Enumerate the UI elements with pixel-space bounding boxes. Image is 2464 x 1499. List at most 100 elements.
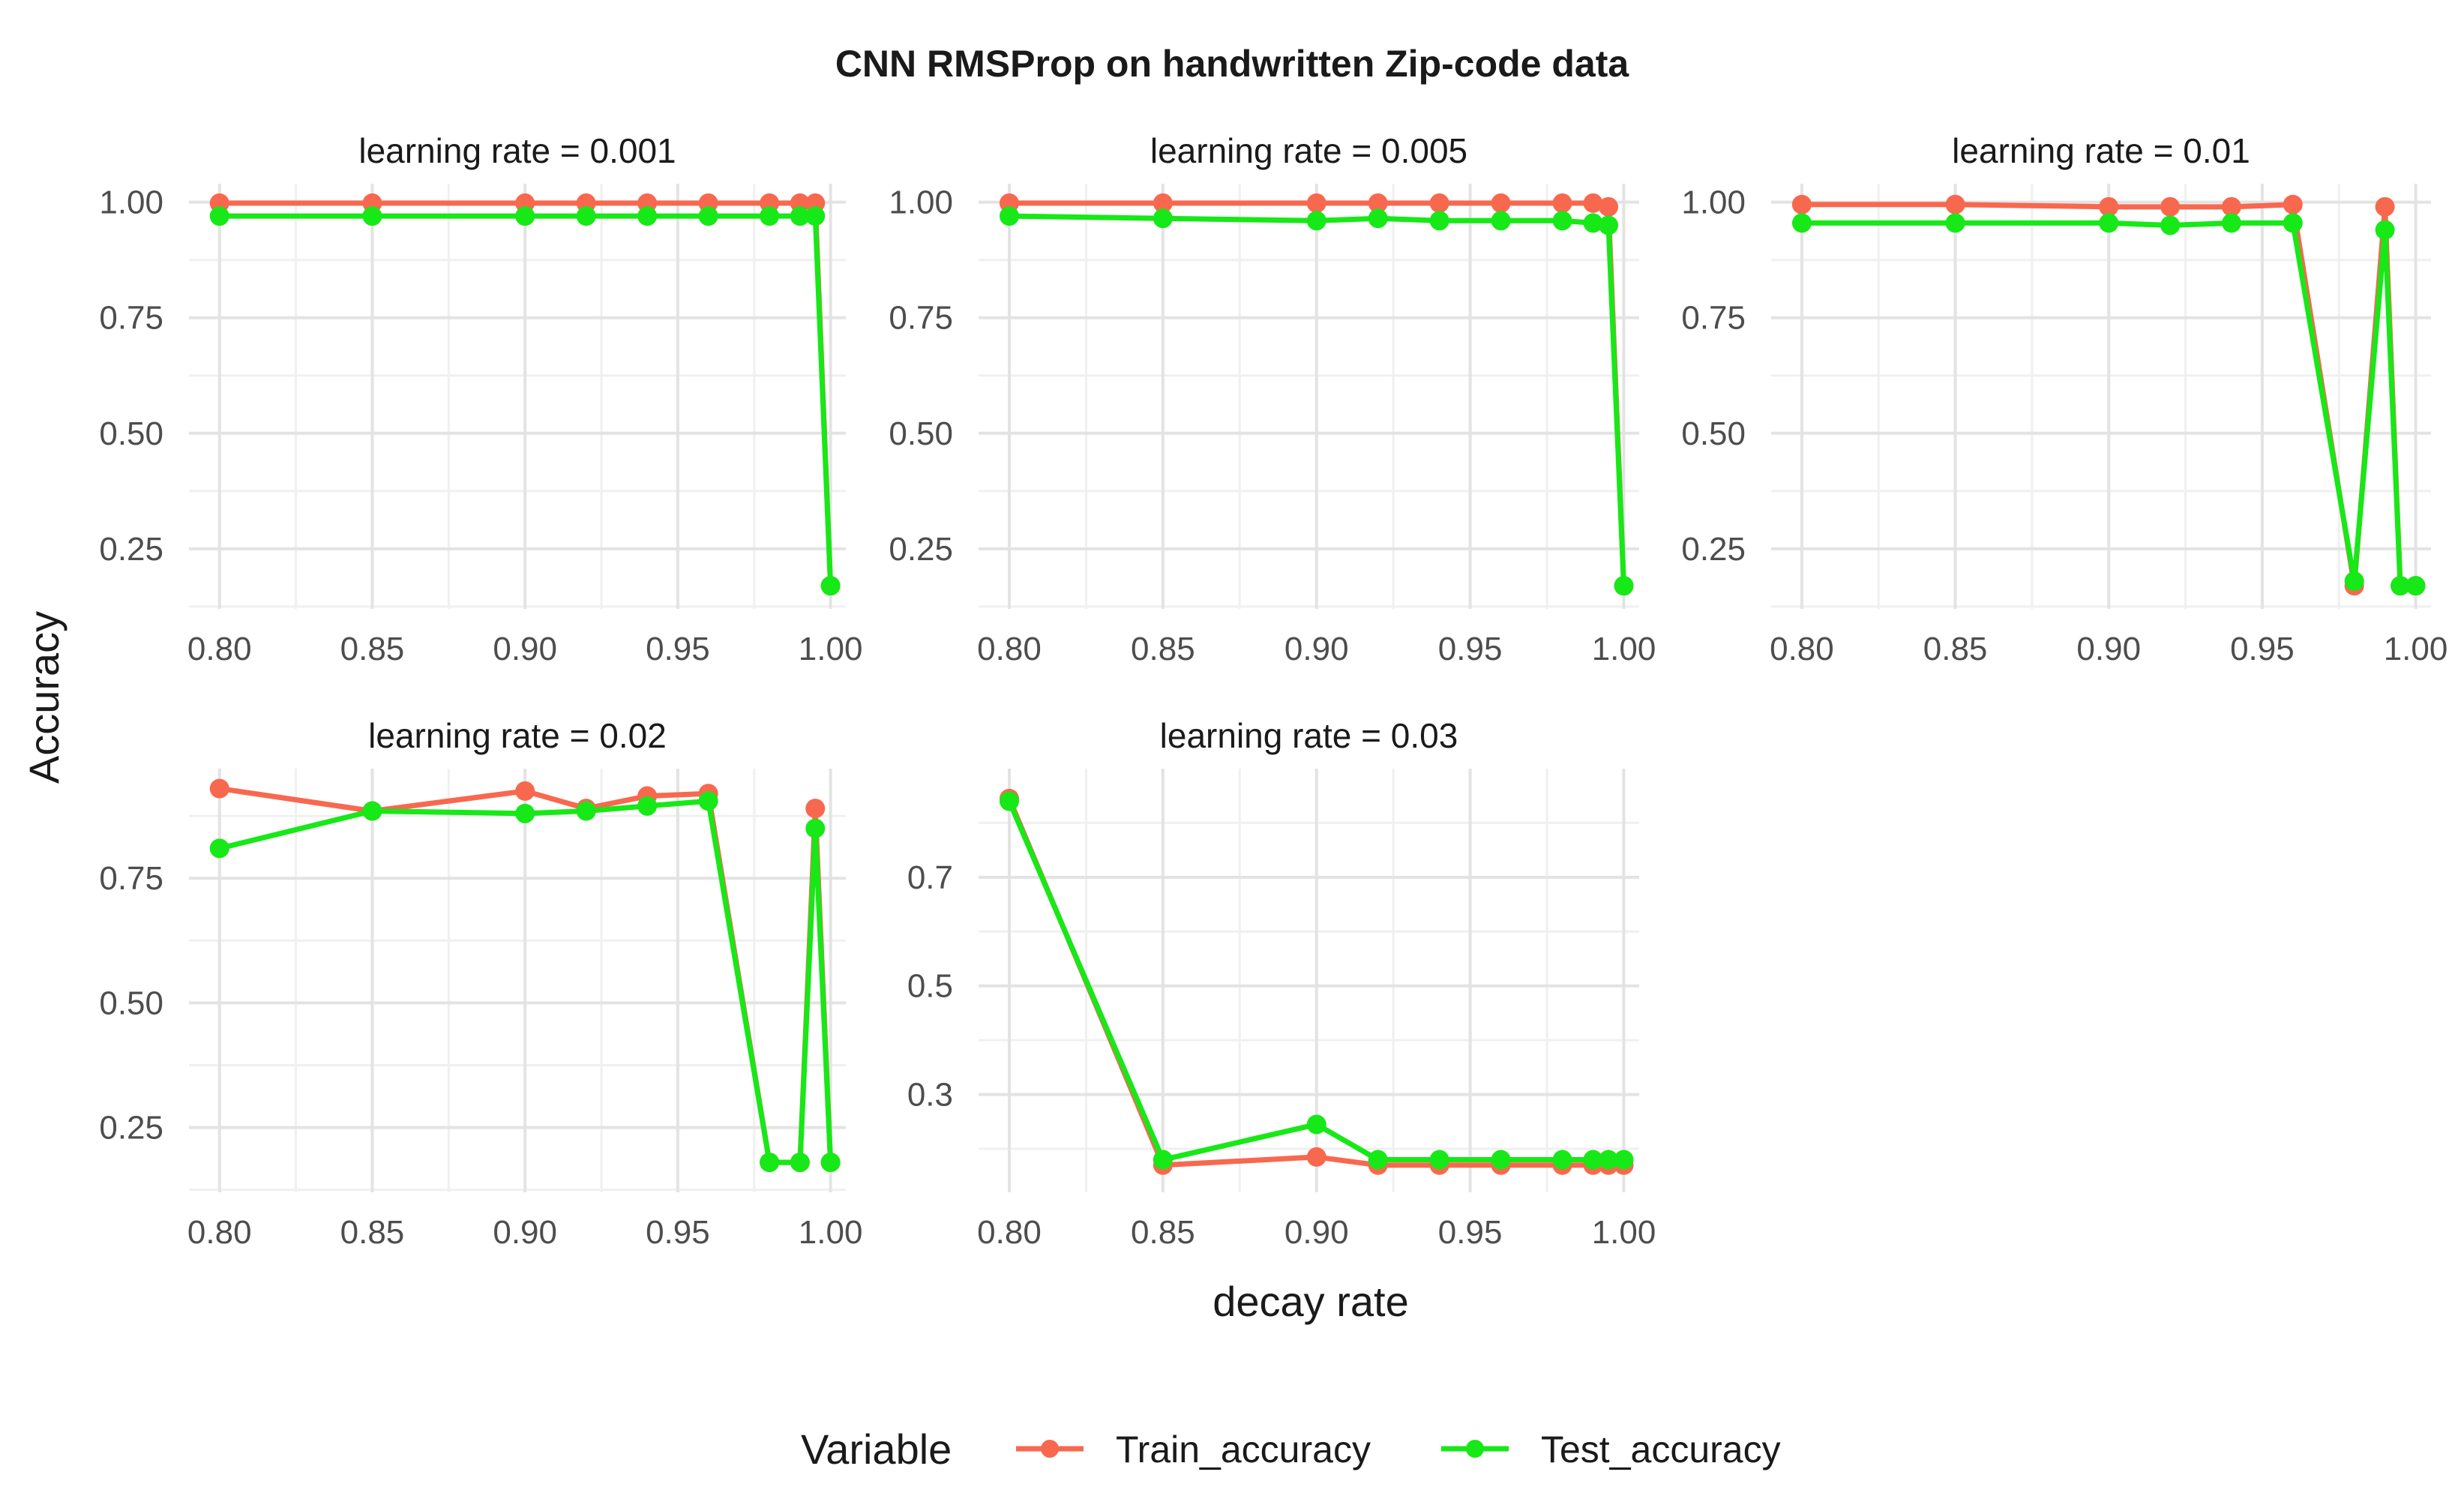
- x-tick-label: 1.00: [1592, 631, 1656, 667]
- x-tick-label: 1.00: [799, 631, 863, 667]
- legend-test-marker: [1466, 1440, 1484, 1458]
- x-tick-label: 0.80: [977, 1214, 1042, 1251]
- data-point: [1429, 193, 1449, 213]
- y-tick-label: 0.50: [889, 415, 953, 452]
- data-point: [999, 791, 1019, 811]
- data-point: [1368, 208, 1388, 229]
- data-point: [760, 206, 780, 226]
- data-point: [2160, 196, 2181, 217]
- x-axis-title: decay rate: [1213, 1278, 1409, 1325]
- data-point: [1491, 193, 1511, 213]
- chart-title: CNN RMSProp on handwritten Zip-code data: [835, 43, 1630, 85]
- x-tick-label: 1.00: [1592, 1214, 1656, 1251]
- data-point: [698, 791, 718, 811]
- x-tick-label: 0.95: [646, 1214, 710, 1251]
- x-tick-label: 1.00: [2384, 631, 2448, 667]
- data-point: [805, 799, 826, 819]
- data-point: [2221, 213, 2241, 233]
- data-point: [1429, 1150, 1449, 1170]
- y-tick-label: 0.25: [99, 1110, 163, 1147]
- data-point: [1945, 194, 1965, 214]
- data-point: [820, 576, 841, 596]
- x-tick-label: 0.80: [187, 631, 252, 667]
- y-tick-label: 1.00: [889, 184, 953, 221]
- x-tick-label: 0.85: [1923, 631, 1988, 667]
- x-tick-label: 0.90: [1284, 1214, 1349, 1251]
- y-tick-label: 0.75: [889, 300, 953, 337]
- facet-panel: 0.80 0.85 0.90 0.95 1.00 0.25 0.50 0.75 learning…: [99, 716, 862, 1251]
- data-point: [790, 1153, 810, 1173]
- series-line: [1799, 220, 2419, 589]
- data-point: [1153, 193, 1173, 213]
- data-point: [515, 803, 535, 823]
- data-point: [1945, 213, 1965, 233]
- data-point: [1599, 196, 1619, 217]
- y-tick-label: 1.00: [99, 184, 163, 221]
- data-point: [637, 206, 658, 226]
- legend-test-label: Test_accuracy: [1541, 1429, 1781, 1471]
- x-tick-label: 0.95: [1438, 1214, 1503, 1251]
- y-axis-title: Accuracy: [20, 611, 67, 784]
- data-point: [1599, 1150, 1619, 1170]
- data-point: [515, 206, 535, 226]
- facet-panel: 0.80 0.85 0.90 0.95 1.00 0.25 0.50 0.75 1.00 lear…: [99, 131, 862, 667]
- data-point: [2406, 576, 2426, 596]
- x-tick-label: 0.85: [340, 631, 405, 667]
- data-point: [1614, 576, 1634, 596]
- facet-panel: 0.80 0.85 0.90 0.95 1.00 0.3 0.5 0.7 learning ra…: [907, 716, 1656, 1251]
- data-point: [2099, 213, 2119, 233]
- data-point: [820, 1153, 841, 1173]
- data-point: [1491, 211, 1511, 231]
- facet-panel: 0.80 0.85 0.90 0.95 1.00 0.25 0.50 0.75 1.00 lear…: [1681, 131, 2448, 667]
- y-tick-label: 0.50: [99, 415, 163, 452]
- data-point: [1583, 213, 1603, 233]
- data-point: [1791, 213, 1812, 233]
- data-point: [362, 801, 382, 821]
- y-tick-label: 0.50: [99, 985, 163, 1021]
- x-tick-label: 0.80: [1770, 631, 1834, 667]
- data-point: [2283, 213, 2303, 233]
- x-tick-label: 0.90: [1284, 631, 1349, 667]
- y-tick-label: 0.5: [907, 968, 953, 1005]
- x-tick-label: 0.95: [1438, 631, 1503, 667]
- data-point: [999, 206, 1019, 226]
- data-point: [1306, 1114, 1326, 1135]
- data-point: [805, 206, 826, 226]
- data-point: [1552, 211, 1572, 231]
- data-point: [1429, 211, 1449, 231]
- x-tick-label: 0.80: [187, 1214, 252, 1251]
- data-point: [2099, 196, 2119, 217]
- legend-train-label: Train_accuracy: [1116, 1429, 1371, 1471]
- data-point: [1583, 193, 1603, 213]
- data-point: [1583, 1150, 1603, 1170]
- x-tick-label: 0.80: [977, 631, 1042, 667]
- data-point: [2391, 576, 2411, 596]
- data-point: [209, 206, 229, 226]
- x-tick-label: 0.90: [2076, 631, 2141, 667]
- data-point: [1614, 1150, 1634, 1170]
- y-tick-label: 0.75: [1681, 300, 1746, 337]
- y-tick-label: 0.25: [889, 531, 953, 568]
- y-tick-label: 1.00: [1681, 184, 1746, 221]
- data-point: [2375, 220, 2395, 240]
- facet-strip-label: learning rate = 0.001: [358, 131, 676, 170]
- y-tick-label: 0.25: [1681, 531, 1746, 568]
- facet-panel: 0.80 0.85 0.90 0.95 1.00 0.25 0.50 0.75 1.00 lear…: [889, 131, 1656, 667]
- x-tick-label: 0.90: [493, 1214, 557, 1251]
- data-point: [2344, 571, 2364, 592]
- series-line: [217, 798, 834, 1165]
- y-tick-label: 0.50: [1681, 415, 1746, 452]
- x-tick-label: 0.95: [2230, 631, 2295, 667]
- data-point: [2283, 194, 2303, 214]
- data-point: [576, 206, 596, 226]
- legend-title: Variable: [801, 1426, 952, 1473]
- x-tick-label: 0.85: [1131, 1214, 1195, 1251]
- data-point: [1791, 194, 1812, 214]
- data-point: [209, 838, 229, 859]
- data-point: [1552, 1150, 1572, 1170]
- y-tick-label: 0.75: [99, 860, 163, 897]
- x-tick-label: 0.85: [1131, 631, 1195, 667]
- data-point: [760, 1153, 780, 1173]
